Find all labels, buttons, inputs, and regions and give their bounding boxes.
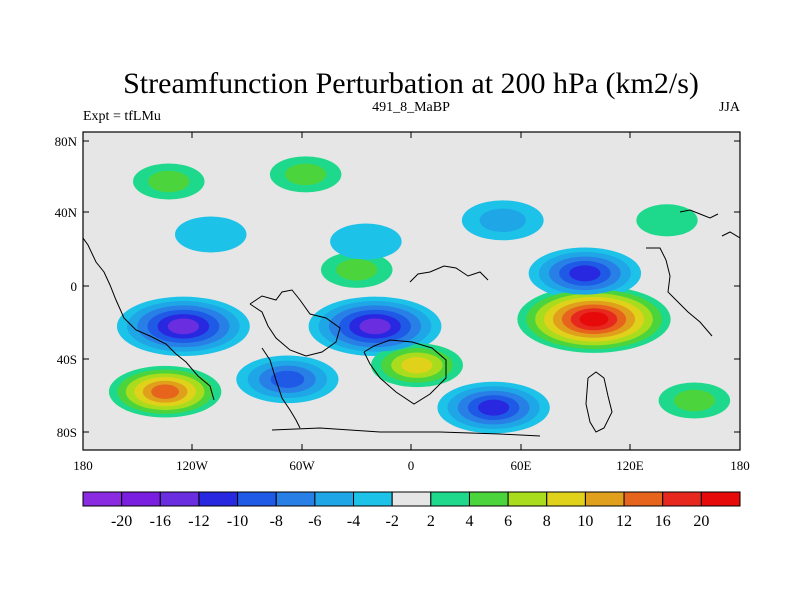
y-tick-label: 40N bbox=[55, 205, 78, 220]
negative-anomaly-contour bbox=[167, 318, 200, 335]
season-label: JJA bbox=[719, 100, 741, 115]
colorbar: -20 -16 -12 -10 -8 -6 -4 -2 2 4 6 8 10 12 16 20 bbox=[82, 491, 741, 530]
colorbar-label: 6 bbox=[504, 513, 512, 530]
colorbar-swatch bbox=[198, 491, 239, 507]
colorbar-swatch bbox=[662, 491, 702, 507]
negative-anomaly-contour bbox=[359, 318, 391, 335]
x-tick-label: 60W bbox=[289, 458, 315, 473]
x-axis-labels: 180 120W 60W 0 60E 120E 180 bbox=[73, 458, 750, 473]
colorbar-boxes bbox=[82, 491, 741, 507]
coastline-australia bbox=[585, 371, 613, 433]
colorbar-label: 4 bbox=[465, 513, 473, 530]
y-tick-label: 80S bbox=[57, 425, 77, 440]
colorbar-label: -12 bbox=[188, 513, 209, 530]
coastlines bbox=[83, 209, 740, 437]
coastline-south-america-south bbox=[261, 347, 301, 429]
colorbar-swatch bbox=[391, 491, 432, 507]
x-tick-marks bbox=[191, 132, 631, 450]
colorbar-label: 10 bbox=[577, 513, 593, 530]
coastline-americas bbox=[83, 237, 215, 401]
colorbar-swatch bbox=[584, 491, 625, 507]
colorbar-label: -10 bbox=[227, 513, 248, 530]
coastline-south-america bbox=[249, 289, 341, 357]
colorbar-label: 16 bbox=[655, 513, 671, 530]
colorbar-label: 2 bbox=[427, 513, 435, 530]
y-axis-labels: 80N 40N 0 40S 80S bbox=[55, 134, 78, 440]
x-tick-label: 180 bbox=[73, 458, 93, 473]
colorbar-swatch bbox=[546, 491, 586, 507]
negative-anomaly-contour bbox=[569, 265, 601, 282]
coastline-pacific-rim bbox=[721, 231, 740, 239]
coastline-east-asia bbox=[679, 209, 719, 219]
colorbar-swatch bbox=[159, 491, 200, 507]
positive-anomaly-contour bbox=[151, 384, 180, 399]
y-tick-marks bbox=[83, 140, 740, 433]
positive-anomaly-contour bbox=[673, 389, 715, 412]
x-tick-label: 60E bbox=[511, 458, 532, 473]
map-panel: 80N 40N 0 40S 80S 180 120W 60W 0 60E 120… bbox=[55, 131, 750, 473]
colorbar-labels: -20 -16 -12 -10 -8 -6 -4 -2 2 4 6 8 10 12 16 20 bbox=[111, 513, 709, 530]
experiment-label: Expt = tfLMu bbox=[83, 109, 161, 124]
x-tick-label: 120E bbox=[616, 458, 644, 473]
negative-anomaly-contour bbox=[174, 216, 247, 253]
colorbar-swatch bbox=[468, 491, 509, 507]
positive-anomaly-contour bbox=[579, 311, 609, 327]
x-tick-label: 180 bbox=[730, 458, 750, 473]
colorbar-swatch bbox=[623, 491, 664, 507]
coastline-antarctica bbox=[271, 427, 541, 437]
positive-anomaly-contour bbox=[148, 170, 190, 193]
colorbar-swatch bbox=[121, 491, 161, 507]
coastline-asia bbox=[646, 247, 713, 337]
x-tick-label: 120W bbox=[176, 458, 209, 473]
colorbar-label: -4 bbox=[347, 513, 360, 530]
negative-anomaly-contour bbox=[270, 370, 305, 388]
colorbar-label: -2 bbox=[386, 513, 399, 530]
colorbar-label: 20 bbox=[693, 513, 709, 530]
positive-anomaly-contour bbox=[336, 259, 378, 281]
colorbar-label: 8 bbox=[543, 513, 551, 530]
negative-anomaly-contour bbox=[330, 223, 402, 260]
colorbar-swatch bbox=[507, 491, 548, 507]
colorbar-swatch bbox=[275, 491, 316, 507]
colorbar-label: -20 bbox=[111, 513, 132, 530]
y-tick-label: 80N bbox=[55, 134, 78, 149]
coastline-africa bbox=[363, 339, 447, 405]
contour-layer bbox=[108, 156, 731, 434]
y-tick-label: 0 bbox=[71, 279, 78, 294]
y-tick-label: 40S bbox=[57, 352, 77, 367]
positive-anomaly-contour bbox=[285, 163, 327, 186]
colorbar-swatch bbox=[430, 491, 470, 507]
positive-anomaly-contour bbox=[401, 357, 433, 374]
figure-title: Streamfunction Perturbation at 200 hPa (… bbox=[123, 67, 699, 100]
colorbar-swatch bbox=[353, 491, 393, 507]
coastline-europe bbox=[409, 265, 489, 283]
colorbar-swatch bbox=[82, 491, 123, 507]
colorbar-label: 12 bbox=[616, 513, 632, 530]
positive-anomaly-contour bbox=[636, 204, 698, 237]
colorbar-swatch bbox=[237, 491, 277, 507]
colorbar-label: -8 bbox=[270, 513, 283, 530]
case-label: 491_8_MaBP bbox=[372, 100, 450, 115]
negative-anomaly-contour bbox=[478, 399, 510, 416]
negative-anomaly-contour bbox=[479, 208, 526, 233]
colorbar-swatch bbox=[700, 491, 741, 507]
x-tick-label: 0 bbox=[408, 458, 415, 473]
colorbar-label: -6 bbox=[308, 513, 321, 530]
colorbar-swatch bbox=[314, 491, 355, 507]
colorbar-label: -16 bbox=[150, 513, 171, 530]
